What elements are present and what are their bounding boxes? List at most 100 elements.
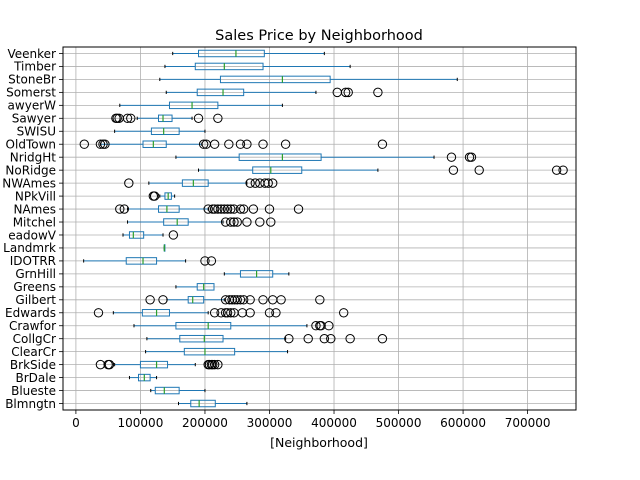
box-group	[146, 334, 287, 343]
outlier-point	[280, 139, 291, 149]
outlier-point	[377, 333, 388, 344]
outlier-point	[258, 295, 268, 305]
x-tick-label: 500000	[376, 416, 422, 430]
plot-frame	[62, 46, 577, 411]
outlier-point	[232, 217, 242, 227]
outlier-point	[213, 204, 223, 214]
y-tick-label: Blueste	[11, 384, 56, 398]
outlier-point	[250, 178, 260, 188]
x-tick-label: 200000	[182, 416, 228, 430]
outlier-point	[203, 204, 213, 214]
outlier-point	[232, 295, 242, 305]
outlier-point	[122, 113, 133, 124]
y-tick-label: Sawyer	[12, 112, 56, 126]
box-iqr	[219, 75, 331, 84]
outlier-point	[448, 165, 459, 175]
x-axis-label: [Neighborhood]	[270, 435, 368, 450]
box-iqr	[158, 205, 180, 213]
y-tick-label: OldTown	[6, 138, 56, 152]
box-iqr	[139, 360, 169, 369]
y-tick-label: Edwards	[5, 306, 56, 320]
outlier-point	[224, 295, 235, 305]
x-tick-label: 0	[72, 416, 80, 430]
y-tick-label: Greens	[13, 280, 56, 294]
box-group	[159, 192, 176, 200]
x-tick-label: 100000	[118, 416, 164, 430]
outlier-point	[311, 321, 321, 331]
outlier-point	[446, 152, 457, 162]
y-tick-label: ClearCr	[11, 345, 56, 359]
outlier-point	[216, 308, 226, 318]
box-group	[83, 257, 187, 265]
outlier-point	[284, 333, 294, 344]
outlier-point	[226, 204, 236, 214]
outlier-point	[226, 308, 236, 318]
box-group	[172, 49, 325, 58]
outlier-point	[293, 204, 304, 214]
box-group	[164, 62, 351, 71]
outlier-point	[235, 204, 246, 214]
box-group	[119, 101, 283, 110]
box-iqr	[128, 231, 145, 239]
box-iqr	[168, 101, 219, 110]
outlier-point	[373, 87, 383, 98]
y-tick-label: NAmes	[13, 202, 56, 216]
outlier-point	[242, 217, 252, 227]
outlier-point	[222, 308, 233, 318]
outlier-point	[168, 230, 179, 240]
y-tick-label: CollgCr	[13, 332, 56, 346]
outlier-point	[209, 139, 220, 149]
outlier-point	[551, 165, 562, 175]
box-iqr	[158, 114, 173, 123]
y-tick-label: IDOTRR	[10, 254, 56, 268]
outlier-point	[316, 321, 326, 331]
outlier-point	[324, 321, 334, 331]
box-iqr	[150, 127, 180, 136]
outlier-point	[245, 308, 255, 318]
box-iqr	[252, 166, 303, 174]
outliers	[79, 87, 568, 370]
outlier-point	[248, 204, 259, 214]
box-iqr	[196, 283, 215, 291]
outlier-point	[474, 165, 484, 175]
outlier-point	[115, 204, 125, 214]
box-iqr	[142, 140, 167, 148]
box-group	[133, 321, 308, 330]
outlier-point	[226, 217, 236, 227]
outlier-point	[93, 308, 104, 318]
box-group	[122, 231, 164, 239]
outlier-point	[260, 178, 270, 188]
outlier-point	[198, 139, 209, 149]
y-tick-label: NoRidge	[5, 163, 56, 177]
y-tick-label: SWISU	[17, 125, 56, 139]
outlier-point	[216, 204, 226, 214]
outlier-point	[340, 87, 351, 98]
y-tick-label: StoneBr	[8, 73, 56, 87]
outlier-point	[242, 139, 252, 149]
outlier-point	[219, 204, 230, 214]
x-tick-label: 700000	[505, 416, 551, 430]
outlier-point	[213, 113, 223, 124]
outlier-point	[264, 308, 275, 318]
outlier-point	[126, 113, 136, 124]
y-tick-label: NWAmes	[2, 176, 56, 190]
outlier-point	[124, 178, 134, 188]
outlier-point	[209, 359, 220, 370]
outlier-point	[206, 256, 217, 266]
outlier-point	[245, 178, 255, 188]
outlier-point	[193, 113, 204, 124]
boxes	[83, 49, 458, 408]
y-tick-label: Veenker	[8, 47, 57, 61]
box-group	[178, 399, 248, 408]
outlier-point	[326, 333, 336, 344]
y-tick-label: Gilbert	[15, 293, 56, 307]
outlier-point	[200, 256, 210, 266]
outlier-point	[276, 295, 286, 305]
y-tick-label: GrnHill	[15, 267, 56, 281]
outlier-point	[235, 139, 246, 149]
outlier-point	[255, 217, 265, 227]
outlier-point	[229, 295, 240, 305]
outlier-point	[303, 333, 313, 344]
outlier-point	[343, 87, 353, 98]
box-iqr	[196, 88, 245, 97]
